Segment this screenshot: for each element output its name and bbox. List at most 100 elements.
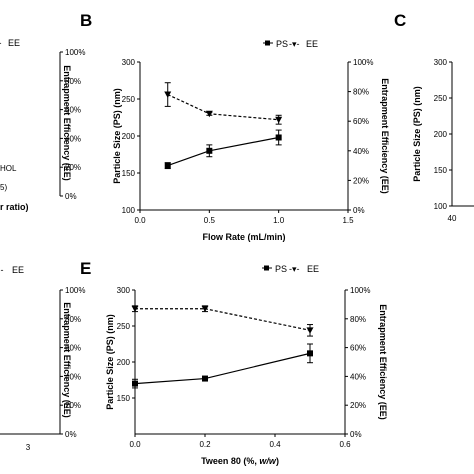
panel-b-y-left-tick-label: 250	[122, 95, 136, 104]
panel-e-x-tick-label: 0.4	[269, 440, 281, 449]
panel-b-y-right-tick-label: 0%	[353, 206, 365, 215]
panel-b-legend: PS -▾- EE	[263, 39, 318, 49]
panel-b-ps-line	[167, 136, 279, 167]
panel-c-left-axis-label: Particle Size (PS) (nm)	[412, 86, 422, 182]
panel-a-fragment-3: r ratio)	[0, 202, 29, 212]
panel-b: B PS -▾- EE Particle Size (PS) (nm) Entr…	[80, 11, 390, 242]
panel-a-y-right-tick-label: 60%	[65, 106, 81, 115]
panel-a-legend-ee: EE	[8, 38, 20, 48]
panel-b-legend-ps-marker	[265, 40, 270, 46]
panel-c-y-left-tick-label: 100	[434, 202, 448, 211]
panel-b-y-right-tick-label: 60%	[353, 117, 369, 126]
panel-a-y-right-tick-label: 0%	[65, 192, 77, 201]
panel-e-ee-point	[201, 305, 209, 313]
panel-c-y-left-tick-label: 200	[434, 130, 448, 139]
panel-b-legend-ee: EE	[306, 39, 318, 49]
panel-b-y-right-tick-label: 80%	[353, 88, 369, 97]
panel-e-legend-ps: PS	[275, 264, 287, 274]
panel-e-right-axis-label: Entrapment Efficiency (EE)	[378, 304, 388, 420]
panel-d-x-tick: 3	[26, 443, 31, 452]
panel-e-ee-point	[131, 305, 139, 313]
panel-b-left-axis-label: Particle Size (PS) (nm)	[112, 88, 122, 184]
panel-b-y-left-tick-label: 300	[122, 58, 136, 67]
panel-b-ee-line	[167, 94, 279, 121]
panel-b-y-right-tick-label: 40%	[353, 147, 369, 156]
panel-e-ps-line	[134, 352, 311, 385]
panel-b-letter: B	[80, 11, 92, 30]
panel-b-y-right-tick-label: 100%	[353, 58, 373, 67]
panel-c-y-left-tick-label: 300	[434, 58, 448, 67]
panel-d-legend-dash: - ▾ -	[0, 265, 4, 275]
panel-b-x-tick-label: 1.5	[342, 216, 354, 225]
panel-b-ps-point	[275, 134, 282, 141]
panel-a-fragment-1: HOL	[0, 164, 17, 173]
panel-b-x-axis-label: Flow Rate (mL/min)	[203, 232, 286, 242]
panel-b-x-tick-label: 0.0	[134, 216, 146, 225]
panel-d-right-axis-label: Entrapment Efficiency (EE)	[62, 302, 72, 418]
panel-a-right-axis-label: Entrapment Efficiency (EE)	[62, 65, 72, 181]
panel-e-ps-point	[307, 350, 313, 357]
panel-c-y-left-tick-label: 150	[434, 166, 448, 175]
panel-e-legend-ee: EE	[307, 264, 319, 274]
panel-b-legend-dash: -▾-	[289, 39, 300, 49]
panel-a: - ▾ - EE HOL 5) r ratio) Entrapment Effi…	[0, 38, 85, 212]
panel-e-ps-point	[202, 375, 208, 382]
panel-d-y-right-tick-label: 80%	[65, 315, 81, 324]
panel-e-y-left-tick-label: 150	[117, 394, 131, 403]
panel-e-y-right-tick-label: 100%	[350, 286, 370, 295]
panel-e-ps-point	[132, 380, 138, 387]
panel-b-y-left-tick-label: 100	[122, 206, 136, 215]
panel-e-x-axis-label-main: Tween 80 (%,	[201, 456, 259, 466]
panel-b-right-axis-label: Entrapment Efficiency (EE)	[380, 78, 390, 194]
panel-e-ee-line	[135, 308, 311, 331]
panel-b-y-left-tick-label: 150	[122, 169, 136, 178]
panel-e-letter: E	[80, 259, 91, 278]
panel-c-x-tick: 40	[448, 214, 457, 223]
panel-d-y-right-tick-label: 0%	[65, 430, 77, 439]
panel-e-x-tick-label: 0.0	[129, 440, 141, 449]
panel-e-legend: PS -▾- EE	[262, 264, 319, 274]
panel-b-ee-point	[164, 91, 172, 99]
panel-a-y-right-tick-label: 100%	[65, 48, 85, 57]
panel-a-legend-dash: - ▾ -	[0, 38, 2, 48]
panel-e-ee-point	[306, 327, 314, 334]
panel-e-x-tick-label: 0.6	[339, 440, 351, 449]
panel-e-x-axis-label-end: )	[276, 456, 279, 466]
panel-a-fragment-2: 5)	[0, 183, 7, 192]
panel-b-ee-point	[205, 110, 213, 118]
panel-d-y-right-tick-label: 100%	[65, 286, 85, 295]
panel-e-y-left-tick-label: 200	[117, 358, 131, 367]
panel-b-ps-point	[206, 147, 213, 154]
panel-e-y-right-tick-label: 60%	[350, 344, 366, 353]
panel-b-ps-point	[164, 162, 171, 169]
panel-e-y-right-tick-label: 20%	[350, 401, 366, 410]
panel-d-y-right-tick-label: 20%	[65, 401, 81, 410]
panel-e-legend-ps-marker	[264, 265, 269, 271]
panel-d-y-right-tick-label: 60%	[65, 344, 81, 353]
panel-e-y-left-tick-label: 250	[117, 322, 131, 331]
panel-e-legend-dash: -▾-	[289, 264, 300, 274]
panel-e-y-right-tick-label: 0%	[350, 430, 362, 439]
panel-e-y-right-tick-label: 40%	[350, 372, 366, 381]
panel-e-x-axis-label: Tween 80 (%, w/w)	[201, 456, 279, 466]
panel-d: - ▾ - EE 3 Entrapment Efficiency (EE) 0%…	[0, 265, 85, 452]
panel-a-y-right-tick-label: 80%	[65, 77, 81, 86]
panel-c-letter: C	[394, 11, 406, 30]
panel-e-y-right-tick-label: 80%	[350, 315, 366, 324]
panel-d-y-right-tick-label: 40%	[65, 372, 81, 381]
panel-b-y-left-tick-label: 200	[122, 132, 136, 141]
panel-e: E PS -▾- EE Particle Size (PS) (nm) Entr…	[80, 259, 388, 466]
panel-b-x-tick-label: 1.0	[273, 216, 285, 225]
panel-c-y-left-tick-label: 250	[434, 94, 448, 103]
panel-a-y-right-tick-label: 40%	[65, 134, 81, 143]
panel-e-left-axis-label: Particle Size (PS) (nm)	[105, 314, 115, 410]
panel-d-legend-ee: EE	[12, 265, 24, 275]
panel-b-x-tick-label: 0.5	[204, 216, 216, 225]
panel-c: C Particle Size (PS) (nm) 40 100 150 200 25…	[394, 11, 474, 223]
panel-b-y-right-tick-label: 20%	[353, 176, 369, 185]
panel-b-ee-point	[275, 116, 283, 124]
panel-e-y-left-tick-label: 300	[117, 286, 131, 295]
panel-a-y-right-tick-label: 20%	[65, 163, 81, 172]
panel-e-x-tick-label: 0.2	[199, 440, 211, 449]
